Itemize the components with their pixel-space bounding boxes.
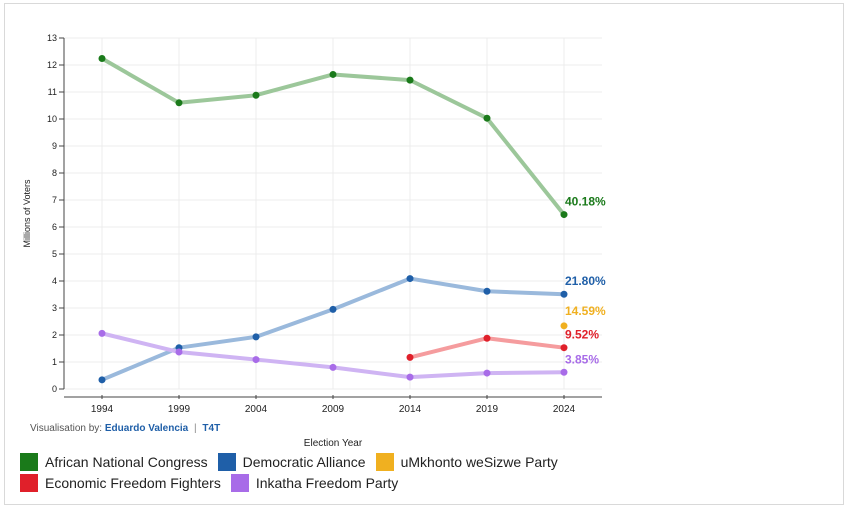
y-tick-label: 12 xyxy=(47,60,57,70)
legend-label-anc: African National Congress xyxy=(45,453,208,470)
data-point-inkatha-freedom-party xyxy=(175,348,183,356)
x-tick-label: 2019 xyxy=(476,404,499,415)
end-label-umkhonto-wesizwe-party: 14.59% xyxy=(565,304,606,318)
legend-swatch-anc xyxy=(20,452,38,471)
legend-swatch-ifp xyxy=(230,473,249,492)
end-label-democratic-alliance: 21.80% xyxy=(565,274,606,288)
legend-label-da: Democratic Alliance xyxy=(242,453,366,470)
data-point-african-national-congress xyxy=(560,211,568,219)
credit-org-link[interactable]: T4T xyxy=(202,423,221,434)
y-tick-label: 9 xyxy=(52,141,57,151)
data-point-democratic-alliance xyxy=(406,275,414,283)
legend-label-ifp: Inkatha Freedom Party xyxy=(255,474,399,491)
y-tick-label: 13 xyxy=(47,33,57,43)
legend-swatch-da xyxy=(217,452,236,471)
legend-swatch-eff xyxy=(20,473,38,492)
credit-prefix: Visualisation by: xyxy=(30,423,103,434)
end-label-inkatha-freedom-party: 3.85% xyxy=(565,352,599,366)
data-point-african-national-congress xyxy=(175,99,183,107)
x-tick-label: 2024 xyxy=(553,404,576,415)
data-point-economic-freedom-fighters xyxy=(483,334,491,342)
data-point-democratic-alliance xyxy=(483,287,491,295)
y-tick-label: 4 xyxy=(52,276,57,286)
x-tick-label: 1999 xyxy=(168,404,191,415)
legend-item-mk[interactable]: uMkhonto weSizwe Party xyxy=(375,451,558,472)
y-tick-label: 1 xyxy=(52,357,57,367)
end-label-economic-freedom-fighters: 9.52% xyxy=(565,328,599,342)
data-point-inkatha-freedom-party xyxy=(483,369,491,377)
legend-label-mk: uMkhonto weSizwe Party xyxy=(400,453,558,470)
y-tick-label: 3 xyxy=(52,303,57,313)
data-point-african-national-congress xyxy=(406,76,414,84)
legend-item-ifp[interactable]: Inkatha Freedom Party xyxy=(230,472,399,493)
legend-item-da[interactable]: Democratic Alliance xyxy=(217,451,366,472)
credit-separator: | xyxy=(194,423,197,434)
data-point-african-national-congress xyxy=(98,55,106,63)
data-point-inkatha-freedom-party xyxy=(329,363,337,371)
data-point-african-national-congress xyxy=(329,70,337,78)
gridlines xyxy=(64,37,602,390)
data-point-african-national-congress xyxy=(483,114,491,122)
data-point-democratic-alliance xyxy=(329,305,337,313)
end-labels: 40.18% 21.80% 14.59% 9.52% 3.85% xyxy=(565,195,606,367)
data-point-inkatha-freedom-party xyxy=(252,356,260,364)
data-point-economic-freedom-fighters xyxy=(406,353,414,361)
legend-swatch-mk xyxy=(375,452,394,471)
y-tick-label: 8 xyxy=(52,168,57,178)
end-label-african-national-congress: 40.18% xyxy=(565,195,606,209)
legend: African National Congress Democratic All… xyxy=(20,451,620,493)
y-tick-label: 11 xyxy=(48,87,57,97)
y-tick-label: 0 xyxy=(52,384,57,394)
series-layer xyxy=(98,55,568,384)
legend-row-2: Economic Freedom Fighters Inkatha Freedo… xyxy=(20,472,620,493)
data-point-african-national-congress xyxy=(252,91,260,99)
data-point-economic-freedom-fighters xyxy=(560,344,568,352)
data-point-inkatha-freedom-party xyxy=(98,329,106,337)
x-tick-label: 1994 xyxy=(91,404,114,415)
data-point-democratic-alliance xyxy=(98,376,106,384)
y-tick-label: 10 xyxy=(47,114,57,124)
x-axis-label: Election Year xyxy=(304,438,363,449)
credit-author-link[interactable]: Eduardo Valencia xyxy=(104,423,189,434)
data-point-democratic-alliance xyxy=(560,290,568,298)
data-point-inkatha-freedom-party xyxy=(560,368,568,376)
legend-item-anc[interactable]: African National Congress xyxy=(20,451,208,472)
y-tick-label: 5 xyxy=(52,249,57,259)
legend-row-1: African National Congress Democratic All… xyxy=(20,451,620,472)
y-tick-label: 2 xyxy=(52,330,57,340)
y-axis-label: Millions of Voters xyxy=(22,179,32,248)
credit-line: Visualisation by: Eduardo Valencia | T4T xyxy=(30,423,220,434)
data-point-democratic-alliance xyxy=(252,333,260,341)
x-tick-label: 2009 xyxy=(322,404,345,415)
x-tick-label: 2004 xyxy=(245,404,268,415)
legend-label-eff: Economic Freedom Fighters xyxy=(45,474,221,491)
data-point-umkhonto-wesizwe-party xyxy=(560,322,568,330)
y-tick-label: 7 xyxy=(52,195,57,205)
legend-item-eff[interactable]: Economic Freedom Fighters xyxy=(20,472,221,493)
x-tick-label: 2014 xyxy=(399,404,422,415)
data-point-inkatha-freedom-party xyxy=(406,373,414,381)
y-tick-label: 6 xyxy=(52,222,57,232)
